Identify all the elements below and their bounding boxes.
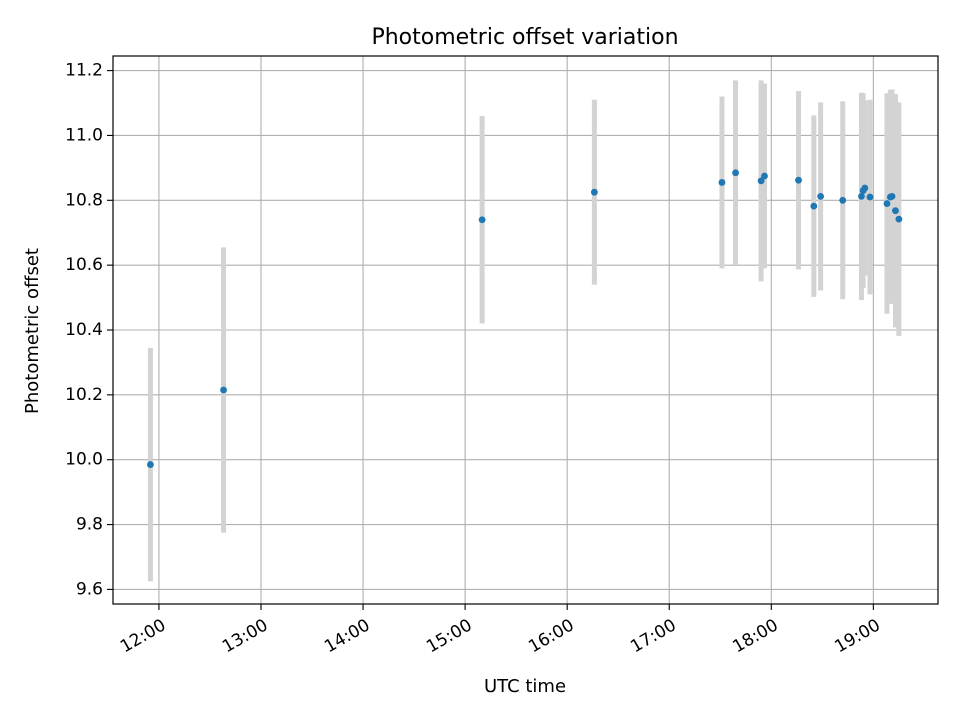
data-point <box>866 193 874 201</box>
data-point <box>757 177 765 185</box>
y-axis-label: Photometric offset <box>22 248 43 414</box>
data-point <box>895 215 903 223</box>
data-point <box>839 196 847 204</box>
y-tick-label: 10.2 <box>65 385 103 405</box>
y-tick-label: 11.0 <box>65 125 103 145</box>
data-points <box>147 169 903 468</box>
y-tick-label: 9.6 <box>76 579 103 599</box>
data-point <box>220 386 227 394</box>
data-point <box>858 193 865 200</box>
data-point <box>861 184 869 192</box>
data-point <box>478 216 486 224</box>
y-tick-label: 10.8 <box>65 190 103 210</box>
data-point <box>147 461 154 468</box>
y-tick-label: 10.0 <box>65 450 103 470</box>
data-point <box>732 169 739 177</box>
y-tick-label: 9.8 <box>76 515 103 535</box>
chart-title: Photometric offset variation <box>371 25 678 50</box>
data-point <box>795 176 802 184</box>
data-point <box>718 179 726 186</box>
data-point <box>590 188 598 196</box>
data-point <box>817 193 825 200</box>
y-axis-ticks: 9.6 9.8 10.0 10.2 10.4 10.6 10.8 11.0 11.2 <box>65 61 113 599</box>
data-point <box>892 207 899 215</box>
data-point <box>888 193 896 200</box>
y-tick-label: 11.2 <box>65 61 103 81</box>
x-axis-label: UTC time <box>484 676 566 697</box>
data-point <box>883 200 891 207</box>
data-point <box>761 172 768 180</box>
data-point <box>810 202 818 210</box>
y-tick-label: 10.6 <box>65 255 103 275</box>
y-tick-label: 10.4 <box>65 320 103 340</box>
